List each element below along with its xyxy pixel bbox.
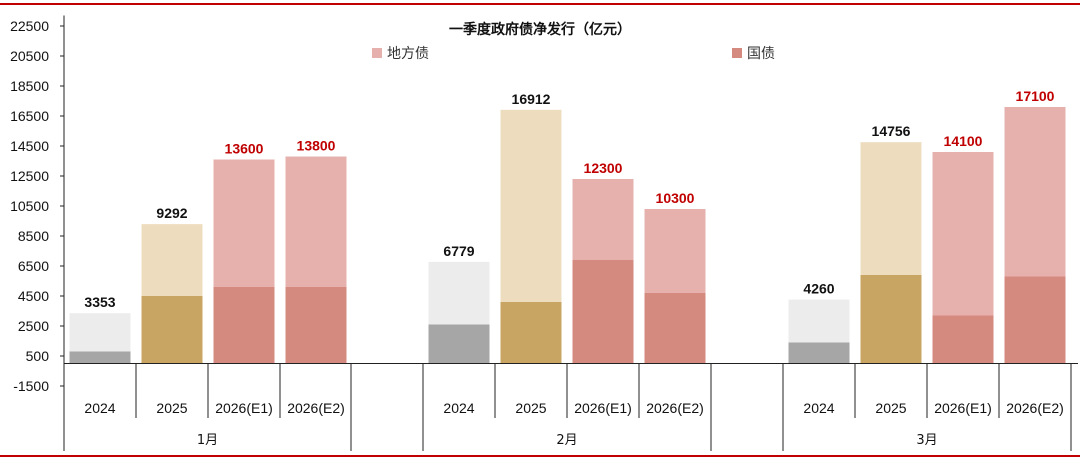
x-tick-label: 2024 — [803, 400, 834, 416]
bar-local-1月-2025 — [141, 224, 203, 296]
bar-local-1月-2026(E1) — [213, 159, 275, 287]
bar-local-1月-2024 — [69, 313, 131, 352]
x-tick-label: 2024 — [443, 400, 474, 416]
x-tick-label: 2026(E2) — [1006, 400, 1064, 416]
group-label: 3月 — [916, 433, 937, 448]
y-tick-label: 22500 — [10, 18, 49, 34]
y-tick-label: 2500 — [18, 318, 49, 334]
bar-local-2月-2026(E1) — [572, 179, 634, 260]
x-tick-label: 2025 — [515, 400, 546, 416]
y-tick-label: 4500 — [18, 288, 49, 304]
bar-national-3月-2024 — [788, 342, 850, 364]
bar-national-3月-2025 — [860, 275, 922, 364]
legend: 地方债 国债 — [372, 46, 775, 62]
y-tick-label: 6500 — [18, 258, 49, 274]
data-label: 10300 — [656, 190, 695, 206]
bar-local-2月-2026(E2) — [644, 209, 706, 293]
bar-local-3月-2026(E1) — [932, 152, 994, 316]
data-label: 17100 — [1016, 88, 1055, 104]
data-label: 14100 — [944, 133, 983, 149]
bar-local-3月-2025 — [860, 142, 922, 275]
x-tick-label: 2026(E1) — [934, 400, 992, 416]
bar-local-2月-2025 — [500, 109, 562, 302]
data-label: 13800 — [297, 138, 336, 154]
y-tick-label: 10500 — [10, 198, 49, 214]
chart-title: 一季度政府债净发行（亿元） — [449, 21, 631, 38]
x-tick-label: 2026(E1) — [574, 400, 632, 416]
legend-label: 国债 — [747, 46, 775, 62]
data-label: 12300 — [584, 160, 623, 176]
x-tick-label: 2026(E1) — [215, 400, 273, 416]
data-labels: 3353 9292 13600 13800 6779 16912 12300 10300 426… — [84, 88, 1054, 310]
x-tick-label: 2026(E2) — [646, 400, 704, 416]
bar-national-2月-2026(E2) — [644, 293, 706, 364]
bar-local-3月-2024 — [788, 299, 850, 343]
bar-local-1月-2026(E2) — [285, 156, 347, 287]
y-tick-label: 500 — [26, 348, 50, 364]
bar-national-1月-2026(E1) — [213, 287, 275, 364]
y-axis: 22500 20500 18500 16500 14500 12500 10500 8500 6… — [10, 15, 65, 394]
bar-national-2月-2026(E1) — [572, 260, 634, 364]
data-label: 3353 — [84, 294, 115, 310]
bar-national-2月-2024 — [428, 324, 490, 364]
bar-local-3月-2026(E2) — [1004, 107, 1066, 277]
bars — [69, 107, 1066, 364]
y-tick-label: 14500 — [10, 138, 49, 154]
y-tick-label: 16500 — [10, 108, 49, 124]
bar-national-1月-2025 — [141, 296, 203, 364]
bar-national-3月-2026(E2) — [1004, 276, 1066, 364]
y-tick-label: 20500 — [10, 48, 49, 64]
legend-swatch — [732, 48, 742, 58]
bar-national-3月-2026(E1) — [932, 315, 994, 364]
data-label: 9292 — [156, 205, 187, 221]
x-tick-label: 2024 — [84, 400, 115, 416]
bar-local-2月-2024 — [428, 261, 490, 325]
bar-national-2月-2025 — [500, 302, 562, 364]
group-label: 2月 — [556, 433, 577, 448]
x-tick-label: 2026(E2) — [287, 400, 345, 416]
y-tick-label: -1500 — [13, 378, 49, 394]
x-axis: 2024 2025 2026(E1) 2026(E2) 1月 2024 2025 2026(E… — [63, 363, 1078, 451]
x-tick-label: 2025 — [156, 400, 187, 416]
bar-national-1月-2024 — [69, 351, 131, 364]
legend-label: 地方债 — [387, 46, 429, 62]
legend-swatch — [372, 48, 382, 58]
group-label: 1月 — [197, 433, 218, 448]
data-label: 13600 — [225, 141, 264, 157]
y-tick-label: 18500 — [10, 78, 49, 94]
data-label: 4260 — [803, 281, 834, 297]
y-tick-label: 8500 — [18, 228, 49, 244]
x-tick-label: 2025 — [875, 400, 906, 416]
bar-national-1月-2026(E2) — [285, 287, 347, 364]
data-label: 14756 — [872, 123, 911, 139]
data-label: 6779 — [443, 243, 474, 259]
data-label: 16912 — [512, 91, 551, 107]
y-tick-label: 12500 — [10, 168, 49, 184]
